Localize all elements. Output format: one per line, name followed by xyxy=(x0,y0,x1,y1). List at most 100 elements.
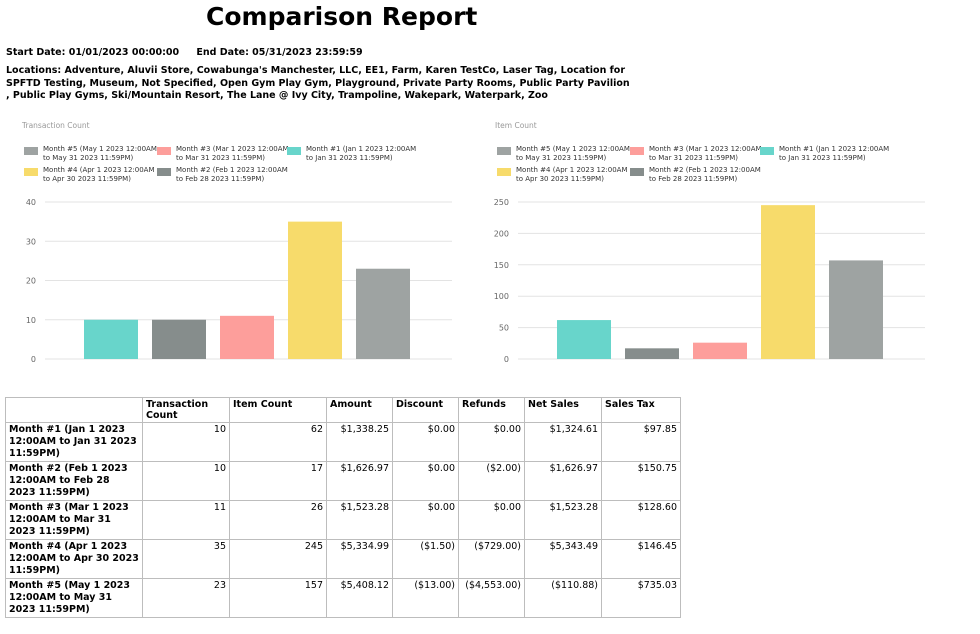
y-tick-label: 30 xyxy=(26,237,36,246)
table-cell: 23 xyxy=(142,578,230,618)
y-tick-label: 0 xyxy=(31,355,36,364)
legend-label: to Apr 30 2023 11:59PM) xyxy=(516,175,604,183)
transaction-count-chart: Transaction Count Month #5 (May 1 2023 12… xyxy=(0,112,470,376)
row-label: Month #2 (Feb 1 2023 12:00AM to Feb 28 2… xyxy=(5,461,143,501)
table-cell: $128.60 xyxy=(601,500,681,540)
end-date: End Date: 05/31/2023 23:59:59 xyxy=(196,47,363,58)
table-cell: ($2.00) xyxy=(458,461,525,501)
table-cell: $1,626.97 xyxy=(326,461,393,501)
table-cell: 10 xyxy=(142,422,230,462)
table-row: Month #4 (Apr 1 2023 12:00AM to Apr 30 2… xyxy=(5,539,681,579)
table-cell: $146.45 xyxy=(601,539,681,579)
table-row: Month #3 (Mar 1 2023 12:00AM to Mar 31 2… xyxy=(5,500,681,540)
table-cell: $5,408.12 xyxy=(326,578,393,618)
table-cell: $1,523.28 xyxy=(524,500,602,540)
report-title: Comparison Report xyxy=(206,2,478,31)
column-header: Item Count xyxy=(229,397,327,423)
table-row: Month #2 (Feb 1 2023 12:00AM to Feb 28 2… xyxy=(5,461,681,501)
table-cell: $1,523.28 xyxy=(326,500,393,540)
chart-title: Transaction Count xyxy=(21,121,90,130)
legend-label: Month #1 (Jan 1 2023 12:00AM xyxy=(306,145,416,153)
table-cell: 62 xyxy=(229,422,327,462)
table-cell: 11 xyxy=(142,500,230,540)
start-date: Start Date: 01/01/2023 00:00:00 xyxy=(6,47,180,58)
legend-label: Month #2 (Feb 1 2023 12:00AM xyxy=(649,166,761,174)
column-header: Amount xyxy=(326,397,393,423)
table-cell: ($4,553.00) xyxy=(458,578,525,618)
table-cell: 35 xyxy=(142,539,230,579)
legend-label: to Mar 31 2023 11:59PM) xyxy=(176,154,265,162)
legend-label: Month #4 (Apr 1 2023 12:00AM xyxy=(516,166,628,174)
table-cell: 17 xyxy=(229,461,327,501)
y-tick-label: 250 xyxy=(494,198,509,207)
legend-label: to May 31 2023 11:59PM) xyxy=(43,154,134,162)
table-cell: $150.75 xyxy=(601,461,681,501)
table-cell: ($13.00) xyxy=(392,578,459,618)
y-tick-label: 20 xyxy=(26,277,36,286)
bar-month-2 xyxy=(625,348,679,359)
bar-month-4 xyxy=(288,221,342,359)
row-label: Month #5 (May 1 2023 12:00AM to May 31 2… xyxy=(5,578,143,618)
legend-swatch xyxy=(24,147,38,155)
legend-label: to Mar 31 2023 11:59PM) xyxy=(649,154,738,162)
table-cell: ($729.00) xyxy=(458,539,525,579)
table-cell: 26 xyxy=(229,500,327,540)
legend-label: to May 31 2023 11:59PM) xyxy=(516,154,607,162)
table-cell: ($110.88) xyxy=(524,578,602,618)
legend-swatch xyxy=(157,147,171,155)
table-cell: $97.85 xyxy=(601,422,681,462)
column-header: Net Sales xyxy=(524,397,602,423)
legend-label: Month #5 (May 1 2023 12:00AM xyxy=(43,145,157,153)
column-header: Refunds xyxy=(458,397,525,423)
legend-label: to Apr 30 2023 11:59PM) xyxy=(43,175,131,183)
y-tick-label: 50 xyxy=(499,324,509,333)
column-header: Transaction Count xyxy=(142,397,230,423)
y-tick-label: 10 xyxy=(26,316,36,325)
legend-label: Month #2 (Feb 1 2023 12:00AM xyxy=(176,166,288,174)
transaction-count-chart-svg: Transaction Count Month #5 (May 1 2023 12… xyxy=(21,121,452,364)
bar-month-3 xyxy=(693,342,747,359)
locations-list: Locations: Adventure, Aluvii Store, Cowa… xyxy=(6,65,630,101)
legend-swatch xyxy=(760,147,774,155)
legend-swatch xyxy=(630,147,644,155)
y-tick-label: 200 xyxy=(494,229,509,238)
y-tick-label: 40 xyxy=(26,198,36,207)
row-label: Month #3 (Mar 1 2023 12:00AM to Mar 31 2… xyxy=(5,500,143,540)
legend-swatch xyxy=(497,147,511,155)
legend-label: Month #3 (Mar 1 2023 12:00AM xyxy=(176,145,289,153)
table-cell: $735.03 xyxy=(601,578,681,618)
legend-swatch xyxy=(157,168,171,176)
table-header-row: Transaction Count Item Count Amount Discoun… xyxy=(5,397,681,423)
column-header: Sales Tax xyxy=(601,397,681,423)
legend-label: to Jan 31 2023 11:59PM) xyxy=(779,154,866,162)
bar-month-3 xyxy=(220,315,274,359)
table-cell: 157 xyxy=(229,578,327,618)
legend-label: Month #5 (May 1 2023 12:00AM xyxy=(516,145,630,153)
bar-month-4 xyxy=(761,205,815,359)
table-cell: 245 xyxy=(229,539,327,579)
legend-label: to Jan 31 2023 11:59PM) xyxy=(306,154,393,162)
table-cell: $5,334.99 xyxy=(326,539,393,579)
table-cell: $1,324.61 xyxy=(524,422,602,462)
legend-label: Month #1 (Jan 1 2023 12:00AM xyxy=(779,145,889,153)
legend-swatch xyxy=(630,168,644,176)
table-cell: ($1.50) xyxy=(392,539,459,579)
date-range: Start Date: 01/01/2023 00:00:00 End Date… xyxy=(6,47,377,58)
legend-label: Month #3 (Mar 1 2023 12:00AM xyxy=(649,145,762,153)
table-cell: $0.00 xyxy=(392,461,459,501)
legend-swatch xyxy=(287,147,301,155)
legend-label: to Feb 28 2023 11:59PM) xyxy=(649,175,737,183)
chart-title: Item Count xyxy=(495,121,537,130)
table-cell: $0.00 xyxy=(392,500,459,540)
bar-month-1 xyxy=(84,319,138,359)
table-cell: $0.00 xyxy=(392,422,459,462)
bar-month-1 xyxy=(557,320,611,359)
bar-month-5 xyxy=(356,268,410,359)
table-cell: $0.00 xyxy=(458,422,525,462)
legend-label: to Feb 28 2023 11:59PM) xyxy=(176,175,264,183)
legend-swatch xyxy=(497,168,511,176)
y-tick-label: 150 xyxy=(494,261,509,270)
item-count-chart: Item Count Month #5 (May 1 2023 12:00AM to… xyxy=(473,112,943,376)
column-header xyxy=(5,397,143,423)
